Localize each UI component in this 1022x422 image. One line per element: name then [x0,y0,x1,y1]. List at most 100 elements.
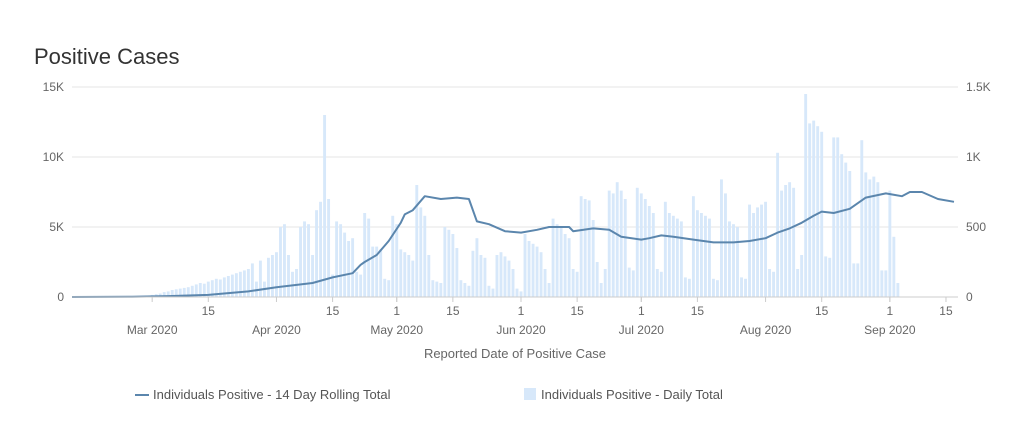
daily-bar [712,278,715,297]
daily-bar [295,269,298,297]
legend-label-rolling: Individuals Positive - 14 Day Rolling To… [153,387,391,402]
y-left-tick-label: 15K [43,80,64,94]
daily-bar [896,283,900,297]
daily-bar [319,201,323,297]
daily-bar [395,224,399,297]
x-month-label: Sep 2020 [864,323,916,337]
daily-bar [214,278,218,297]
daily-bar [683,277,687,297]
daily-bar [880,270,884,297]
daily-bar [708,218,711,297]
daily-bar [792,187,796,297]
daily-bar [246,269,250,297]
daily-bar [615,182,619,297]
daily-bar [391,215,395,297]
daily-bar [752,213,755,297]
daily-bar [852,263,856,297]
daily-bar [202,283,206,297]
daily-bar [740,277,743,297]
daily-bar [311,255,314,297]
daily-bar [748,204,751,297]
daily-bar [888,190,892,297]
y-left-tick-label: 0 [57,290,64,304]
daily-bar [583,199,587,297]
daily-bar [435,281,439,297]
daily-bar [186,287,190,297]
daily-bar [575,271,579,297]
daily-bar [347,241,351,297]
daily-bar [551,218,555,297]
daily-bar [447,229,451,297]
daily-bar [756,207,759,297]
daily-bar [840,154,844,297]
daily-bar [623,199,627,297]
daily-bar [607,190,611,297]
daily-bar [848,171,852,297]
x-month-label: Aug 2020 [740,323,792,337]
daily-bar [671,215,675,297]
daily-bar [455,248,459,297]
daily-bar [222,277,226,297]
daily-bar [539,252,543,297]
x-tick-label: 1 [638,304,645,318]
x-month-label: Jun 2020 [496,323,546,337]
daily-bar [519,291,523,297]
daily-bar [371,246,375,297]
y-left-tick-label: 10K [43,150,64,164]
daily-bar [515,288,519,297]
daily-bar [523,234,527,297]
daily-bar [543,269,547,297]
daily-bar [860,140,864,297]
daily-bar [631,270,635,297]
daily-bar [419,207,423,297]
daily-bar [695,210,699,297]
daily-bar [828,257,832,297]
daily-bar [379,249,383,297]
daily-bar [210,280,214,297]
daily-bar [343,232,347,297]
daily-bar [451,234,455,297]
daily-bar [383,278,387,297]
y-left-tick-label: 5K [49,220,64,234]
x-tick-label: 15 [939,304,953,318]
daily-bar [162,292,166,297]
daily-bar [170,290,174,297]
daily-bar [679,221,683,297]
x-tick-label: 15 [691,304,705,318]
chart-title: Positive Cases [34,44,180,69]
y-right-tick-label: 0 [966,290,973,304]
daily-bar [744,278,747,297]
x-month-label: Mar 2020 [127,323,178,337]
daily-bar [768,269,772,297]
daily-bar [327,199,331,297]
daily-bar [780,190,784,297]
daily-bar [439,283,443,297]
daily-bar [339,224,343,297]
daily-bar [816,126,820,297]
daily-bar [335,221,339,297]
daily-bar [230,274,234,297]
daily-bar [760,204,763,297]
daily-bar [599,283,603,297]
x-axis-title: Reported Date of Positive Case [424,346,606,361]
daily-bar [258,260,262,297]
daily-bar [643,199,647,297]
daily-bar [832,137,836,297]
daily-bar [190,285,194,297]
daily-bar [267,257,270,297]
daily-bar [359,274,363,297]
daily-bar [411,260,415,297]
daily-bar [315,210,318,297]
daily-bar [234,273,238,297]
daily-bar [788,182,792,297]
daily-bar [571,269,575,297]
daily-bar [511,269,515,297]
daily-bar [647,206,651,297]
daily-bar [892,236,896,297]
daily-bar [363,213,367,297]
daily-bar [884,270,888,297]
daily-bar [579,196,583,297]
daily-bar [667,213,671,297]
daily-bar [856,263,860,297]
